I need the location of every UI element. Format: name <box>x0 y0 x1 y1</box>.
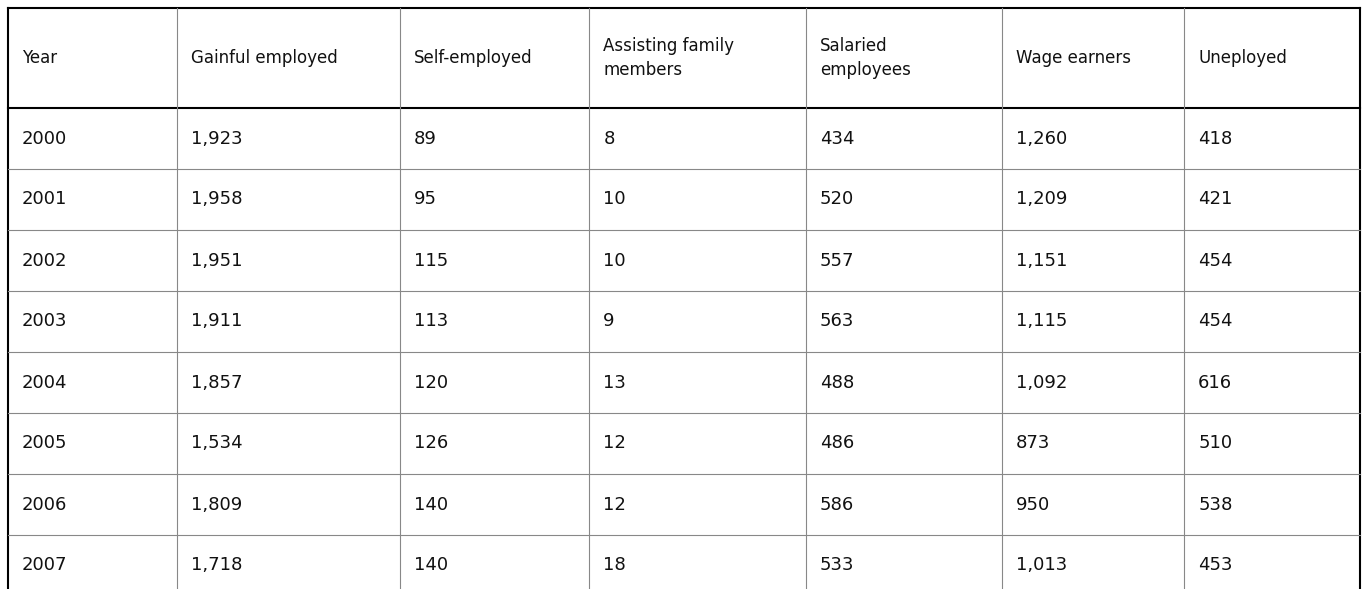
Text: Year: Year <box>22 49 57 67</box>
Text: 1,092: 1,092 <box>1015 373 1067 392</box>
Text: 873: 873 <box>1015 435 1051 452</box>
Text: 120: 120 <box>415 373 449 392</box>
Text: 1,718: 1,718 <box>192 557 242 574</box>
Text: 1,958: 1,958 <box>192 190 242 209</box>
Text: 486: 486 <box>819 435 854 452</box>
Text: Gainful employed: Gainful employed <box>192 49 338 67</box>
Text: 1,115: 1,115 <box>1015 313 1067 330</box>
Text: 12: 12 <box>603 435 627 452</box>
Text: 510: 510 <box>1198 435 1233 452</box>
Text: 1,857: 1,857 <box>192 373 242 392</box>
Text: 140: 140 <box>415 495 449 514</box>
Text: 2003: 2003 <box>22 313 67 330</box>
Text: 95: 95 <box>415 190 438 209</box>
Text: 1,951: 1,951 <box>192 252 242 270</box>
Text: 950: 950 <box>1015 495 1051 514</box>
Text: 1,013: 1,013 <box>1015 557 1067 574</box>
Text: 2007: 2007 <box>22 557 67 574</box>
Text: Assisting family
members: Assisting family members <box>603 37 735 79</box>
Text: 453: 453 <box>1198 557 1233 574</box>
Text: 2002: 2002 <box>22 252 67 270</box>
Text: 520: 520 <box>819 190 854 209</box>
Text: 1,809: 1,809 <box>192 495 242 514</box>
Text: 418: 418 <box>1198 130 1233 147</box>
Text: 126: 126 <box>415 435 449 452</box>
Text: 2006: 2006 <box>22 495 67 514</box>
Text: 454: 454 <box>1198 252 1233 270</box>
Text: 13: 13 <box>603 373 627 392</box>
Text: 8: 8 <box>603 130 614 147</box>
Text: 2004: 2004 <box>22 373 67 392</box>
Text: 454: 454 <box>1198 313 1233 330</box>
Text: 557: 557 <box>819 252 854 270</box>
Text: 18: 18 <box>603 557 627 574</box>
Text: 2000: 2000 <box>22 130 67 147</box>
Text: 9: 9 <box>603 313 614 330</box>
Text: 421: 421 <box>1198 190 1233 209</box>
Text: 616: 616 <box>1198 373 1233 392</box>
Text: Wage earners: Wage earners <box>1015 49 1131 67</box>
Text: 10: 10 <box>603 252 627 270</box>
Text: 140: 140 <box>415 557 449 574</box>
Text: 563: 563 <box>819 313 854 330</box>
Text: 115: 115 <box>415 252 449 270</box>
Text: 434: 434 <box>819 130 854 147</box>
Text: 2005: 2005 <box>22 435 67 452</box>
Text: 10: 10 <box>603 190 627 209</box>
Text: 113: 113 <box>415 313 449 330</box>
Text: 89: 89 <box>415 130 436 147</box>
Text: 538: 538 <box>1198 495 1233 514</box>
Text: 488: 488 <box>819 373 854 392</box>
Text: Salaried
employees: Salaried employees <box>819 37 911 79</box>
Text: 586: 586 <box>819 495 854 514</box>
Text: 1,151: 1,151 <box>1015 252 1067 270</box>
Text: 12: 12 <box>603 495 627 514</box>
Text: 1,923: 1,923 <box>192 130 242 147</box>
Text: 1,260: 1,260 <box>1015 130 1067 147</box>
Text: 1,209: 1,209 <box>1015 190 1067 209</box>
Text: 1,911: 1,911 <box>192 313 242 330</box>
Text: Self-employed: Self-employed <box>415 49 532 67</box>
Text: 533: 533 <box>819 557 854 574</box>
Text: 1,534: 1,534 <box>192 435 242 452</box>
Text: Uneployed: Uneployed <box>1198 49 1287 67</box>
Text: 2001: 2001 <box>22 190 67 209</box>
